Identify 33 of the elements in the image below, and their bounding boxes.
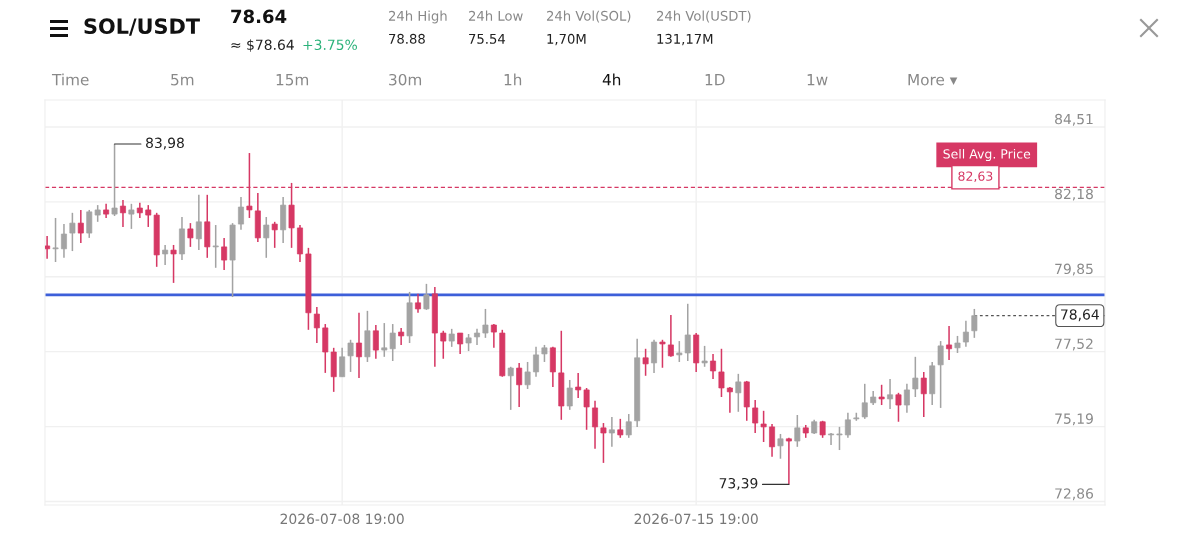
y-tick-label: 72,86	[1055, 488, 1094, 501]
y-tick-label: 84,51	[1055, 113, 1093, 126]
y-tick-label: 75,19	[1055, 413, 1093, 426]
text: 75.54	[469, 34, 506, 44]
annotation: 83,98	[146, 137, 184, 150]
ref-line-label: 78,64	[1061, 309, 1099, 322]
text: +3.75%	[303, 39, 357, 51]
text: 1D	[705, 74, 725, 86]
text: 24h Vol(USDT)	[656, 10, 751, 23]
ref-line-label: Sell Avg. Price 82,63	[943, 148, 1031, 183]
chart-title: SOL/USDT	[84, 18, 200, 36]
text: 1h	[504, 73, 522, 86]
text: 78.64	[231, 9, 287, 24]
y-tick-label: 82,18	[1055, 188, 1093, 201]
text: 30m	[389, 73, 422, 86]
text: 5m	[171, 74, 194, 86]
text: ≈ $78.64	[231, 39, 294, 52]
text: 4h	[602, 73, 621, 86]
annotation: 73,39	[719, 477, 758, 490]
text: More ▾	[908, 74, 958, 86]
text: Time	[51, 73, 89, 86]
y-tick-label: 79,85	[1055, 263, 1093, 276]
text: 15m	[276, 74, 309, 86]
text: 24h High	[388, 10, 447, 24]
text: 1w	[807, 74, 828, 86]
text: 24h Vol(SOL)	[546, 10, 631, 23]
text: 24h Low	[468, 10, 523, 21]
text: 78.88	[389, 33, 425, 44]
x-tick-label: 2026-07-08 19:00	[280, 513, 404, 525]
x-tick-label: 2026-07-15 19:00	[634, 513, 758, 525]
text: 131,17M	[657, 33, 713, 46]
text: 1,70M	[547, 33, 586, 46]
y-tick-label: 77,52	[1055, 338, 1093, 351]
